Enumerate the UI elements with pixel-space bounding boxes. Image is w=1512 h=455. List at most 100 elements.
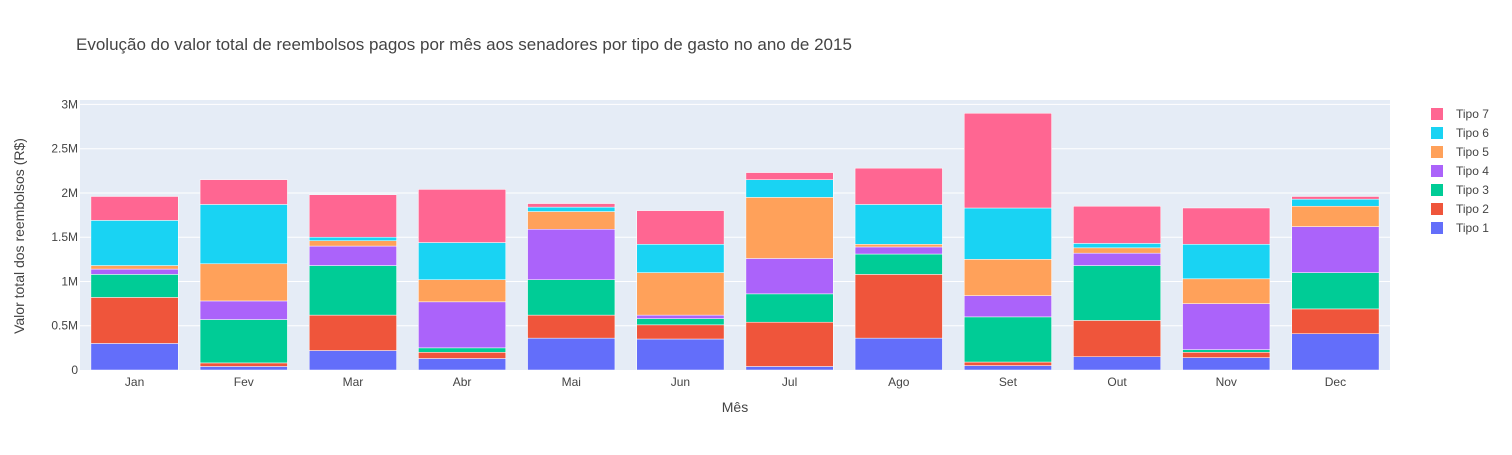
bar-segment-tipo-3[interactable] <box>90 274 179 298</box>
bar-segment-tipo-1[interactable] <box>90 343 179 371</box>
bar-segment-tipo-6[interactable] <box>964 207 1052 260</box>
bar-segment-tipo-4[interactable] <box>309 245 397 266</box>
bar-segment-tipo-5[interactable] <box>636 272 725 316</box>
bar-segment-tipo-4[interactable] <box>964 295 1052 318</box>
bar-segment-tipo-5[interactable] <box>745 197 834 259</box>
bar-segment-tipo-5[interactable] <box>199 263 288 302</box>
bar-segment-tipo-7[interactable] <box>636 210 725 245</box>
legend-item-tipo-4[interactable]: Tipo 4 <box>1431 164 1489 178</box>
bar-segment-tipo-3[interactable] <box>1291 272 1380 310</box>
x-tick-label: Dec <box>1325 375 1346 389</box>
y-tick-label: 2.5M <box>51 142 78 156</box>
bar-segment-tipo-1[interactable] <box>418 358 506 371</box>
bar-segment-tipo-7[interactable] <box>199 179 288 205</box>
bar-segment-tipo-4[interactable] <box>90 268 179 275</box>
bar-segment-tipo-3[interactable] <box>527 279 616 316</box>
bar-segment-tipo-6[interactable] <box>636 244 725 273</box>
legend-item-tipo-6[interactable]: Tipo 6 <box>1431 126 1489 140</box>
legend-label: Tipo 5 <box>1456 145 1489 159</box>
bar-segment-tipo-4[interactable] <box>745 258 834 295</box>
bar-segment-tipo-4[interactable] <box>199 300 288 320</box>
y-tick-label: 1M <box>61 274 78 288</box>
legend-item-tipo-1[interactable]: Tipo 1 <box>1431 221 1489 235</box>
bar-segment-tipo-2[interactable] <box>199 362 288 367</box>
x-tick-label: Out <box>1107 375 1127 389</box>
bar-segment-tipo-6[interactable] <box>90 220 179 266</box>
bar-segment-tipo-2[interactable] <box>636 324 725 340</box>
bar-segment-tipo-7[interactable] <box>90 196 179 221</box>
bar-segment-tipo-4[interactable] <box>636 314 725 319</box>
bar-segment-tipo-7[interactable] <box>418 189 506 243</box>
bar-segment-tipo-6[interactable] <box>309 236 397 242</box>
bar-segment-tipo-7[interactable] <box>964 113 1052 209</box>
bar-segment-tipo-6[interactable] <box>199 204 288 265</box>
legend-item-tipo-2[interactable]: Tipo 2 <box>1431 202 1489 216</box>
bar-segment-tipo-7[interactable] <box>1182 207 1271 245</box>
bar-segment-tipo-6[interactable] <box>1182 244 1271 280</box>
bar-segment-tipo-6[interactable] <box>745 179 834 198</box>
legend[interactable]: Tipo 7 Tipo 6 Tipo 5 Tipo 4 Tipo 3 Tipo 2 Tipo… <box>1431 107 1489 235</box>
bar-segment-tipo-2[interactable] <box>309 314 397 351</box>
bar-segment-tipo-3[interactable] <box>636 318 725 326</box>
bar-segment-tipo-5[interactable] <box>854 244 943 248</box>
bar-segment-tipo-2[interactable] <box>418 352 506 359</box>
bar-segment-tipo-5[interactable] <box>90 265 179 270</box>
bar-segment-tipo-6[interactable] <box>418 242 506 280</box>
bar-segment-tipo-2[interactable] <box>527 314 616 339</box>
legend-label: Tipo 6 <box>1456 126 1489 140</box>
bar-segment-tipo-5[interactable] <box>1291 205 1380 227</box>
bar-segment-tipo-1[interactable] <box>1073 356 1161 371</box>
bar-segment-tipo-7[interactable] <box>854 167 943 205</box>
bar-segment-tipo-7[interactable] <box>527 203 616 208</box>
bar-segment-tipo-5[interactable] <box>309 240 397 247</box>
bar-segment-tipo-2[interactable] <box>1291 308 1380 334</box>
bar-segment-tipo-7[interactable] <box>745 172 834 180</box>
legend-item-tipo-7[interactable]: Tipo 7 <box>1431 107 1489 121</box>
bar-segment-tipo-2[interactable] <box>964 361 1052 366</box>
legend-item-tipo-3[interactable]: Tipo 3 <box>1431 183 1489 197</box>
bar-segment-tipo-1[interactable] <box>1291 333 1380 371</box>
legend-label: Tipo 2 <box>1456 202 1489 216</box>
bar-segment-tipo-2[interactable] <box>90 297 179 344</box>
bar-segment-tipo-4[interactable] <box>1182 303 1271 350</box>
bar-segment-tipo-5[interactable] <box>418 279 506 303</box>
bar-segment-tipo-3[interactable] <box>418 347 506 353</box>
bar-segment-tipo-1[interactable] <box>527 337 616 371</box>
bar-segment-tipo-2[interactable] <box>745 321 834 367</box>
bar-segment-tipo-2[interactable] <box>1182 352 1271 358</box>
bar-segment-tipo-5[interactable] <box>1073 247 1161 254</box>
legend-item-tipo-5[interactable]: Tipo 5 <box>1431 145 1489 159</box>
bar-segment-tipo-6[interactable] <box>527 206 616 212</box>
bar-segment-tipo-1[interactable] <box>636 338 725 371</box>
bar-segment-tipo-5[interactable] <box>527 211 616 230</box>
bar-segment-tipo-1[interactable] <box>199 366 288 371</box>
legend-swatch <box>1431 108 1443 120</box>
bar-segment-tipo-7[interactable] <box>1073 205 1161 244</box>
bar-segment-tipo-6[interactable] <box>854 204 943 245</box>
bar-segment-tipo-3[interactable] <box>309 265 397 316</box>
bar-segment-tipo-5[interactable] <box>1182 278 1271 304</box>
bar-segment-tipo-3[interactable] <box>1182 349 1271 353</box>
bar-segment-tipo-4[interactable] <box>854 246 943 255</box>
bar-segment-tipo-5[interactable] <box>964 259 1052 296</box>
bar-segment-tipo-2[interactable] <box>1073 320 1161 357</box>
bar-segment-tipo-1[interactable] <box>745 366 834 371</box>
bar-segment-tipo-4[interactable] <box>1291 226 1380 273</box>
bar-segment-tipo-4[interactable] <box>418 301 506 349</box>
bar-segment-tipo-3[interactable] <box>199 319 288 364</box>
bar-segment-tipo-3[interactable] <box>745 293 834 323</box>
bar-segment-tipo-7[interactable] <box>1291 196 1380 200</box>
bar-segment-tipo-1[interactable] <box>964 365 1052 371</box>
bar-segment-tipo-2[interactable] <box>854 274 943 339</box>
bar-segment-tipo-3[interactable] <box>854 253 943 275</box>
bar-segment-tipo-1[interactable] <box>854 337 943 371</box>
bar-segment-tipo-3[interactable] <box>964 316 1052 363</box>
bar-segment-tipo-1[interactable] <box>1182 357 1271 371</box>
bar-segment-tipo-6[interactable] <box>1291 198 1380 207</box>
bar-segment-tipo-4[interactable] <box>527 228 616 280</box>
bar-segment-tipo-7[interactable] <box>309 194 397 238</box>
bar-segment-tipo-4[interactable] <box>1073 252 1161 266</box>
bar-segment-tipo-1[interactable] <box>309 350 397 371</box>
bar-segment-tipo-3[interactable] <box>1073 265 1161 321</box>
bar-segment-tipo-6[interactable] <box>1073 243 1161 249</box>
